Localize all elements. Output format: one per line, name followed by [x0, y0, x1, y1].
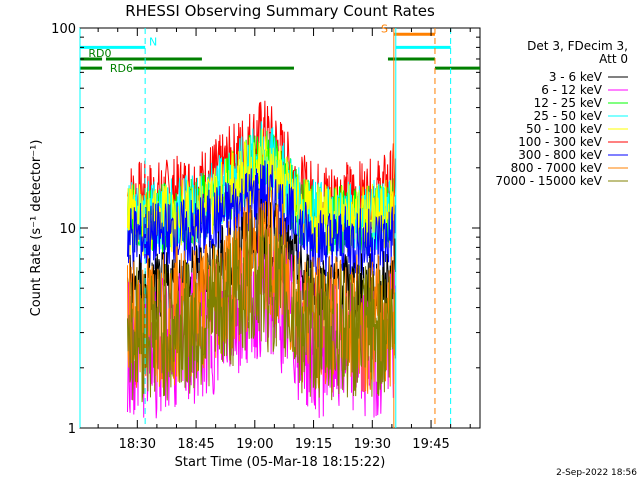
y-tick-label: 10 [59, 222, 76, 237]
legend-label: 50 - 100 keV [526, 122, 603, 136]
legend-label: 100 - 300 keV [518, 135, 602, 149]
series-line [127, 187, 396, 394]
flag-label-rd6: RD6 [110, 62, 133, 75]
legend-header-line-1: Det 3, FDecim 3, [527, 39, 628, 53]
legend-label: 3 - 6 keV [549, 70, 603, 84]
legend-label: 12 - 25 keV [534, 96, 603, 110]
series-line [127, 210, 396, 403]
legend-label: 300 - 800 keV [518, 148, 602, 162]
x-tick-label: 18:45 [177, 437, 214, 452]
flag-label-s: S [381, 22, 388, 35]
x-tick-label: 18:30 [119, 437, 156, 452]
x-tick-label: 19:45 [412, 437, 449, 452]
legend-label: 25 - 50 keV [534, 109, 603, 123]
x-tick-label: 19:00 [236, 437, 273, 452]
chart-title: RHESSI Observing Summary Count Rates [125, 2, 435, 20]
x-axis-ticks: 18:30 18:45 19:00 19:15 19:30 19:45 [97, 28, 471, 452]
legend-label: 800 - 7000 keV [511, 161, 603, 175]
y-tick-label: 100 [51, 22, 76, 37]
y-axis-ticks: 1 10 100 [51, 22, 480, 437]
flag-label-rd0: RD0 [88, 47, 111, 60]
flag-label-n: N [149, 35, 157, 48]
legend-label: 7000 - 15000 keV [495, 174, 602, 188]
series-lines [127, 100, 396, 419]
legend-label: 6 - 12 keV [541, 83, 603, 97]
legend-header-line-2: Att 0 [599, 52, 628, 66]
x-tick-label: 19:15 [295, 437, 332, 452]
flag-bars: N RD0 RD6 S [80, 22, 480, 75]
x-axis-label: Start Time (05-Mar-18 18:15:22) [175, 455, 386, 470]
plot-timestamp: 2-Sep-2022 18:56 [556, 468, 637, 478]
x-tick-label: 19:30 [354, 437, 391, 452]
marker-lines [79, 28, 452, 428]
y-tick-label: 1 [68, 422, 76, 437]
y-axis-label: Count Rate (s⁻¹ detector⁻¹) [29, 140, 44, 317]
